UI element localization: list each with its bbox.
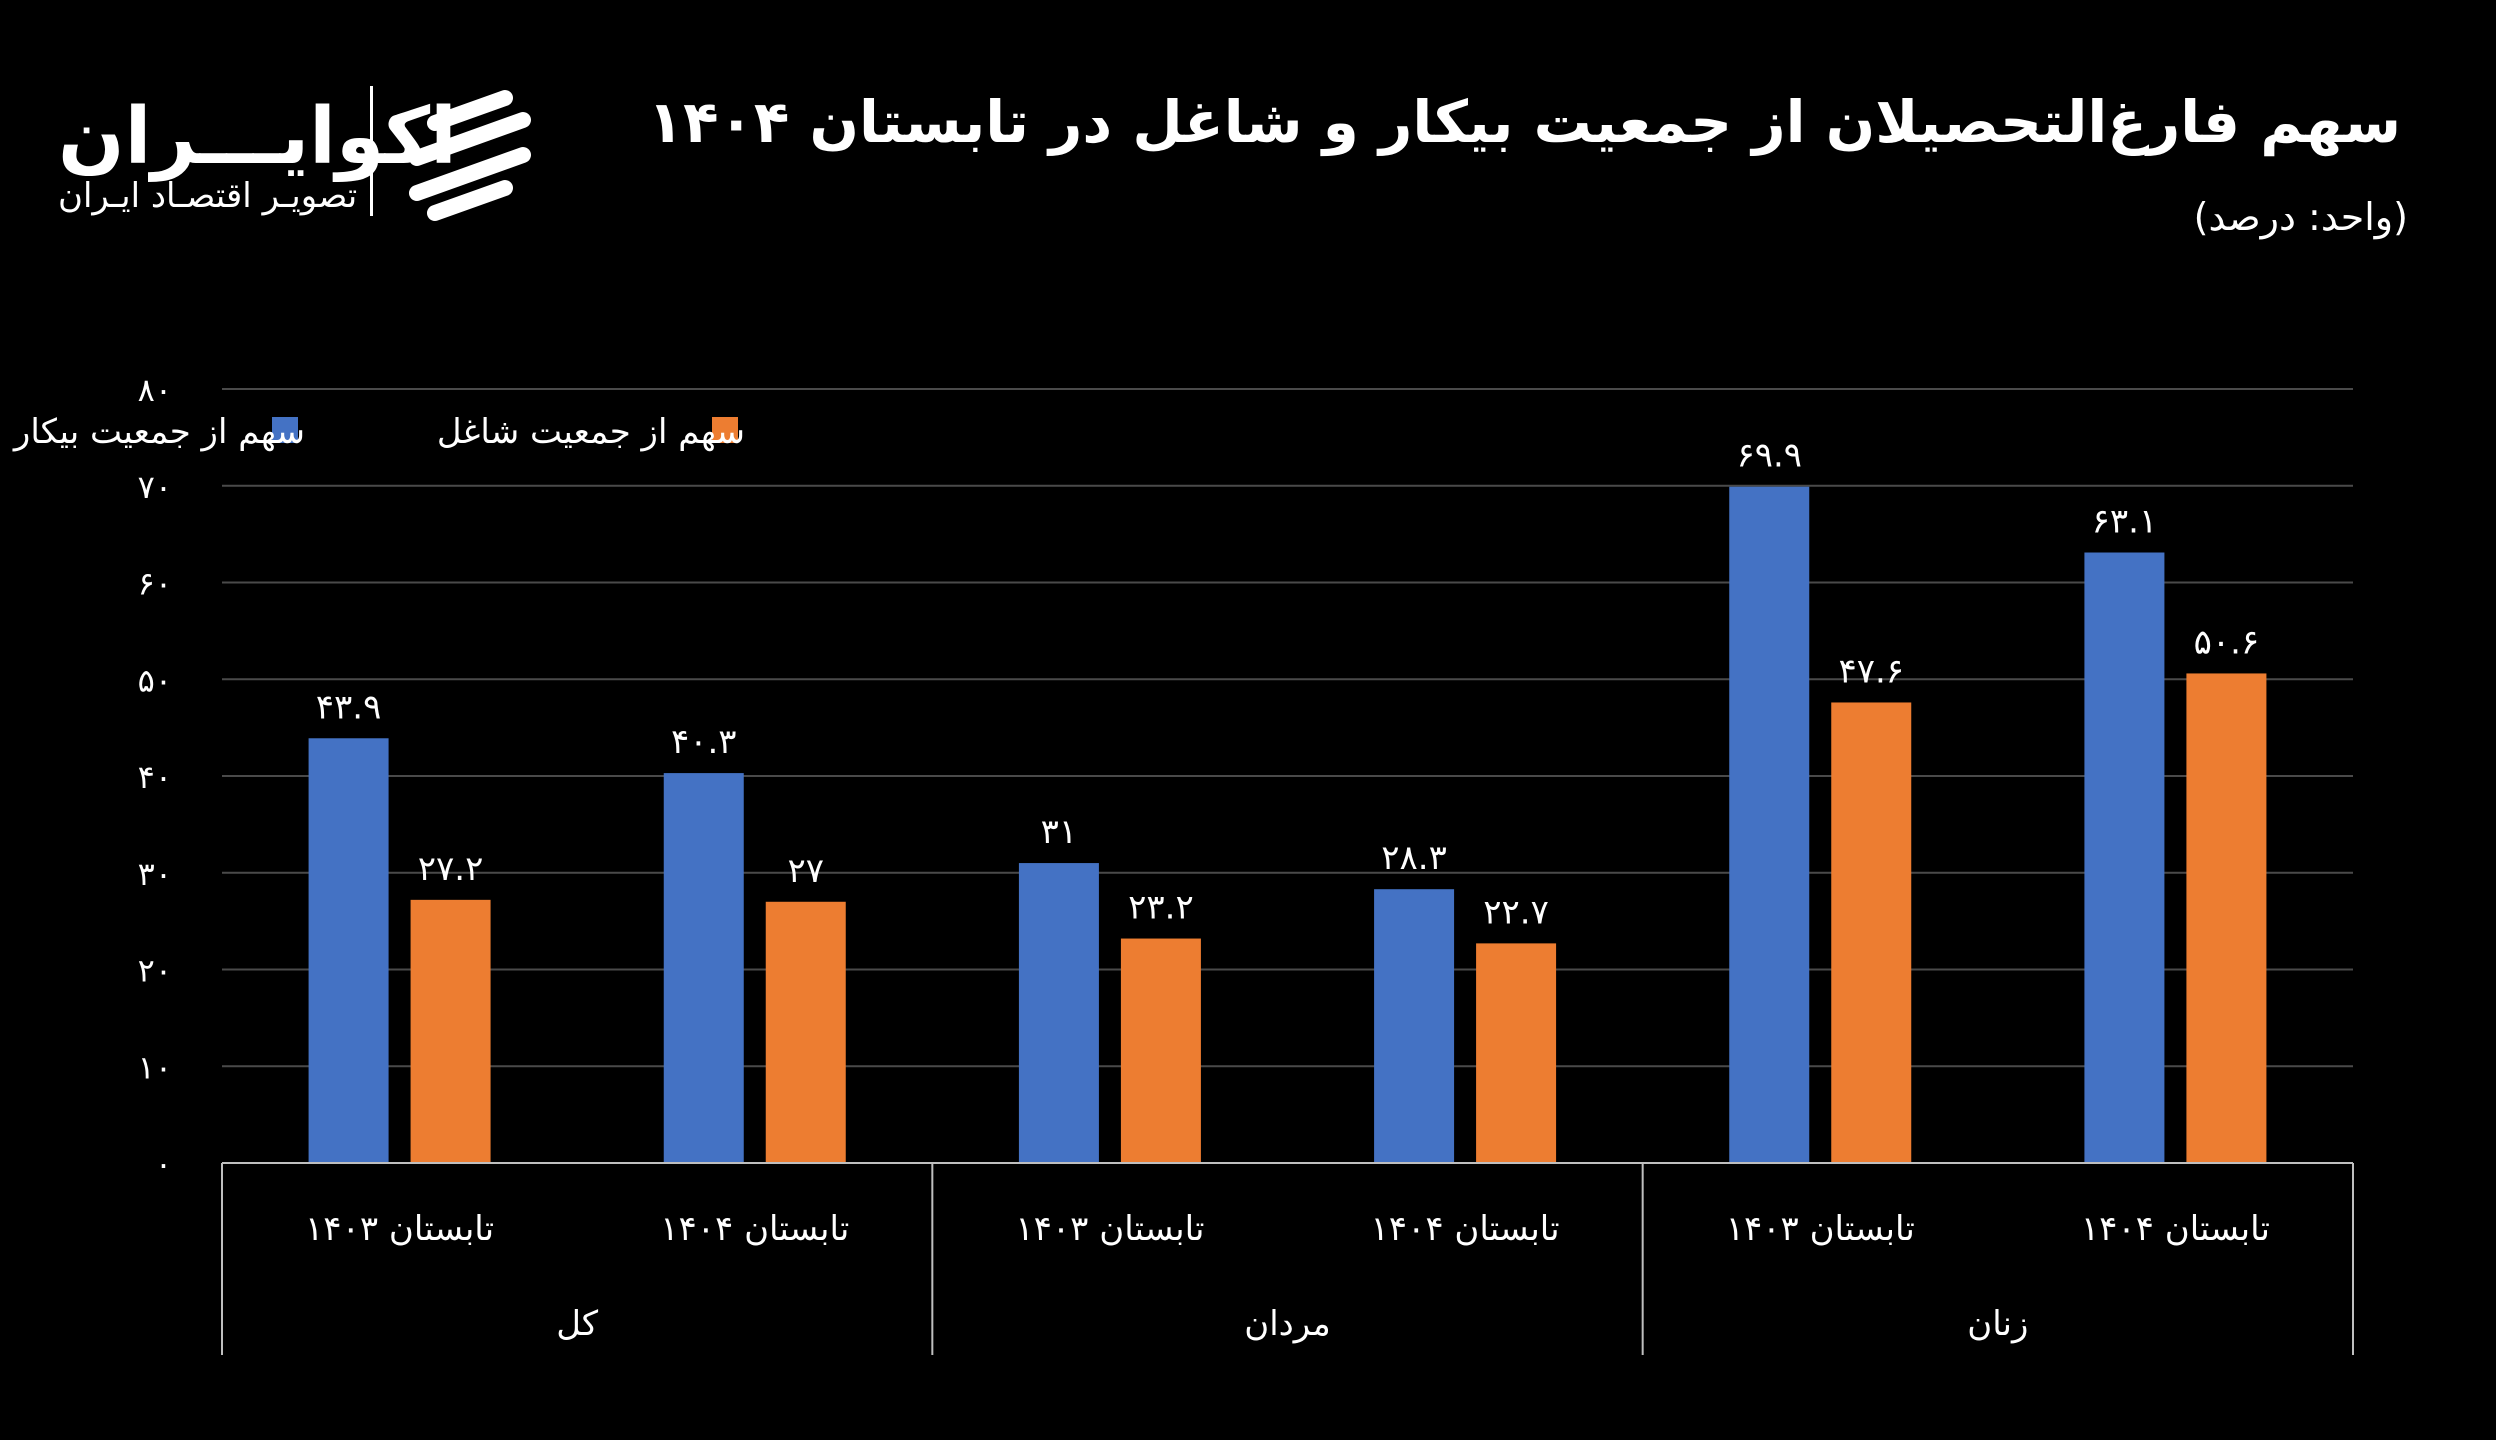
logo-mark-icon	[409, 90, 531, 221]
chart-title: سهم فارغ‌التحصیلان از جمعیت بیکار و شاغل…	[647, 88, 2401, 156]
bar	[1374, 889, 1455, 1163]
bar	[2084, 552, 2165, 1163]
data-label: ۴۷.۶	[1838, 651, 1904, 691]
y-tick-label: ۳۰	[138, 855, 172, 893]
data-label: ۴۰.۳	[671, 722, 737, 762]
data-label: ۶۹.۹	[1736, 436, 1802, 476]
y-tick-label: ۰	[155, 1145, 172, 1183]
y-tick-label: ۵۰	[138, 661, 172, 699]
x-group-label: زنان	[1967, 1304, 2028, 1344]
y-tick-label: ۷۰	[138, 468, 172, 506]
logo-tagline: تصویـر اقتصـاد ایـران	[58, 176, 358, 216]
legend-label: سهم از جمعیت شاغل	[437, 412, 745, 452]
chart-header: سهم فارغ‌التحصیلان از جمعیت بیکار و شاغل…	[0, 0, 2496, 260]
legend-label: سهم از جمعیت بیکار	[12, 412, 305, 452]
data-label: ۲۳.۲	[1128, 888, 1194, 928]
bar	[410, 899, 491, 1163]
legend-swatch	[272, 417, 298, 443]
y-tick-label: ۱۰	[138, 1048, 172, 1086]
x-category-label: تابستان ۱۴۰۳	[1015, 1209, 1204, 1249]
bar	[1831, 702, 1912, 1163]
bar	[765, 901, 846, 1163]
bar	[1120, 938, 1201, 1163]
logo-name: اکوایـــران	[58, 92, 457, 182]
data-label: ۲۷.۲	[418, 849, 484, 889]
data-label: ۳۱	[1041, 812, 1078, 852]
y-tick-label: ۴۰	[138, 758, 172, 796]
bar	[1729, 486, 1810, 1163]
bar	[1476, 943, 1557, 1163]
x-category-label: تابستان ۱۴۰۴	[660, 1209, 849, 1249]
y-tick-label: ۶۰	[138, 565, 172, 603]
bar	[308, 738, 389, 1163]
y-tick-label: ۲۰	[138, 952, 172, 990]
x-category-label: تابستان ۱۴۰۳	[305, 1209, 494, 1249]
x-category-label: تابستان ۱۴۰۴	[1371, 1209, 1560, 1249]
logo-separator	[370, 86, 373, 216]
data-label: ۲۲.۷	[1483, 892, 1549, 932]
x-group-label: کل	[556, 1304, 599, 1344]
legend-swatch	[712, 417, 738, 443]
y-tick-label: ۸۰	[138, 371, 172, 409]
data-label: ۵۰.۶	[2194, 622, 2260, 662]
data-label: ۶۳.۱	[2092, 502, 2158, 542]
chart-subtitle: (واحد: درصد)	[2193, 195, 2408, 239]
data-label: ۲۷	[787, 851, 824, 891]
bar	[1018, 863, 1099, 1163]
bar	[2186, 673, 2267, 1163]
bar	[663, 773, 744, 1163]
data-label: ۴۳.۹	[316, 687, 382, 727]
x-category-label: تابستان ۱۴۰۴	[2081, 1209, 2270, 1249]
data-label: ۲۸.۳	[1381, 838, 1447, 878]
x-group-label: مردان	[1244, 1304, 1331, 1344]
x-category-label: تابستان ۱۴۰۳	[1726, 1209, 1915, 1249]
